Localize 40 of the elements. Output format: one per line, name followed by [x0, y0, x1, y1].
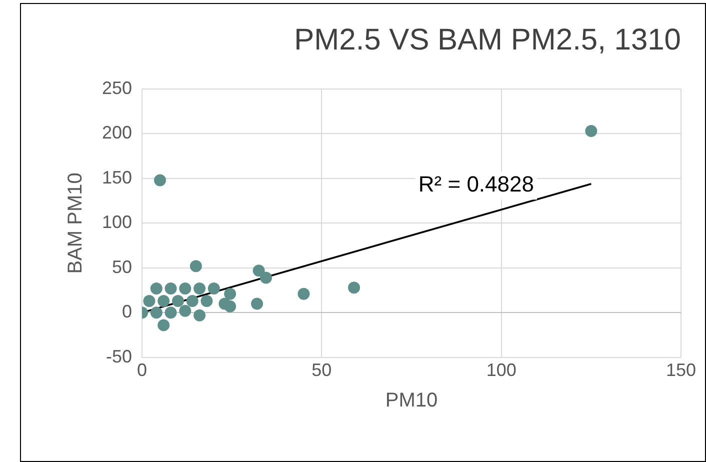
point	[154, 174, 166, 186]
x-axis-title: PM10	[385, 390, 438, 412]
point	[179, 282, 192, 295]
x-tick-label: 0	[137, 360, 148, 380]
point	[143, 295, 156, 308]
point	[179, 304, 192, 317]
point	[190, 260, 202, 272]
chart-title: PM2.5 VS BAM PM2.5, 1310	[294, 23, 681, 56]
point	[251, 298, 264, 310]
y-tick-label: 200	[102, 122, 132, 143]
annotation: R² = 0.4828	[418, 172, 534, 197]
y-tick-label: 100	[102, 212, 132, 232]
point	[164, 282, 177, 295]
point	[224, 288, 236, 300]
point	[200, 295, 213, 308]
point	[158, 319, 170, 332]
y-tick-label: 250	[102, 78, 132, 98]
point	[158, 295, 170, 308]
x-tick-label: 50	[312, 360, 332, 380]
x-tick-label: 150	[666, 360, 696, 380]
point	[150, 306, 162, 319]
y-tick-label: 0	[122, 302, 132, 322]
point	[298, 288, 310, 300]
point	[150, 282, 162, 295]
point	[585, 125, 598, 138]
y-tick-label: 50	[112, 256, 132, 277]
point	[224, 300, 236, 312]
point	[252, 264, 265, 277]
x-tick-label: 100	[486, 360, 516, 380]
point	[260, 272, 272, 284]
point	[164, 306, 177, 319]
point	[208, 282, 220, 295]
y-tick-label: -50	[106, 346, 132, 366]
point	[194, 309, 206, 322]
point	[194, 282, 206, 295]
y-tick-label: 150	[102, 167, 132, 188]
point	[348, 282, 360, 294]
point	[172, 295, 184, 308]
point	[186, 295, 198, 308]
y-axis-title: BAM PM10	[64, 172, 87, 274]
